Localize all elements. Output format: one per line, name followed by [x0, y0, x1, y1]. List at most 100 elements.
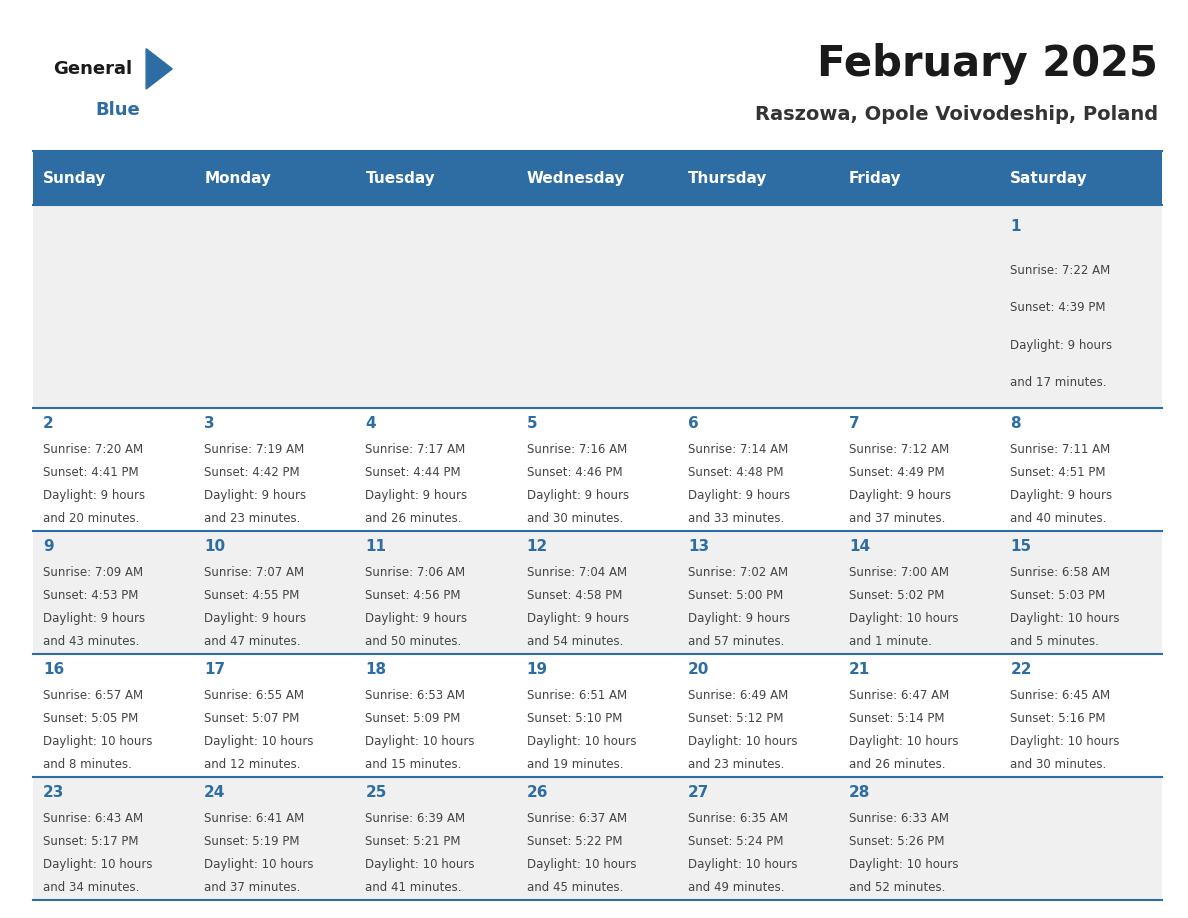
Text: Sunset: 5:05 PM: Sunset: 5:05 PM: [43, 712, 138, 725]
Text: and 8 minutes.: and 8 minutes.: [43, 757, 132, 770]
Text: and 34 minutes.: and 34 minutes.: [43, 880, 139, 893]
Text: Daylight: 10 hours: Daylight: 10 hours: [366, 857, 475, 871]
Text: Sunset: 5:21 PM: Sunset: 5:21 PM: [366, 835, 461, 848]
Text: Daylight: 9 hours: Daylight: 9 hours: [204, 488, 307, 502]
Bar: [33, 205, 1162, 408]
Text: Daylight: 10 hours: Daylight: 10 hours: [688, 734, 797, 748]
Text: Sunrise: 7:14 AM: Sunrise: 7:14 AM: [688, 443, 788, 456]
Text: Sunrise: 7:11 AM: Sunrise: 7:11 AM: [1010, 443, 1111, 456]
Text: Sunrise: 7:04 AM: Sunrise: 7:04 AM: [526, 566, 627, 579]
Text: 7: 7: [849, 416, 860, 431]
Text: 13: 13: [688, 539, 709, 554]
Text: 12: 12: [526, 539, 548, 554]
Text: Sunday: Sunday: [43, 171, 106, 185]
Text: Sunset: 5:12 PM: Sunset: 5:12 PM: [688, 712, 783, 725]
Text: and 23 minutes.: and 23 minutes.: [204, 511, 301, 524]
Text: Daylight: 10 hours: Daylight: 10 hours: [849, 857, 959, 871]
Bar: [33, 777, 1162, 900]
Text: and 20 minutes.: and 20 minutes.: [43, 511, 139, 524]
Text: Sunrise: 7:17 AM: Sunrise: 7:17 AM: [366, 443, 466, 456]
Text: 24: 24: [204, 785, 226, 800]
Text: Daylight: 10 hours: Daylight: 10 hours: [366, 734, 475, 748]
Text: Daylight: 9 hours: Daylight: 9 hours: [1010, 488, 1112, 502]
Text: Monday: Monday: [204, 171, 271, 185]
Text: 18: 18: [366, 662, 386, 677]
Text: and 12 minutes.: and 12 minutes.: [204, 757, 301, 770]
Text: and 43 minutes.: and 43 minutes.: [43, 634, 139, 647]
Text: Sunrise: 6:35 AM: Sunrise: 6:35 AM: [688, 812, 788, 825]
Text: 19: 19: [526, 662, 548, 677]
Text: Sunset: 5:17 PM: Sunset: 5:17 PM: [43, 835, 139, 848]
Text: Daylight: 10 hours: Daylight: 10 hours: [43, 857, 152, 871]
Text: 14: 14: [849, 539, 870, 554]
Text: and 30 minutes.: and 30 minutes.: [526, 511, 623, 524]
Text: and 1 minute.: and 1 minute.: [849, 634, 931, 647]
Text: Raszowa, Opole Voivodeship, Poland: Raszowa, Opole Voivodeship, Poland: [756, 106, 1158, 124]
Bar: [195, 151, 355, 205]
Text: Blue: Blue: [95, 101, 140, 119]
Text: and 26 minutes.: and 26 minutes.: [366, 511, 462, 524]
Text: Daylight: 10 hours: Daylight: 10 hours: [1010, 734, 1120, 748]
Text: Tuesday: Tuesday: [366, 171, 435, 185]
Text: and 37 minutes.: and 37 minutes.: [204, 880, 301, 893]
Text: Sunrise: 7:20 AM: Sunrise: 7:20 AM: [43, 443, 143, 456]
Bar: [1000, 151, 1162, 205]
Text: Sunset: 5:00 PM: Sunset: 5:00 PM: [688, 589, 783, 602]
Text: Sunrise: 6:55 AM: Sunrise: 6:55 AM: [204, 689, 304, 702]
Text: and 15 minutes.: and 15 minutes.: [366, 757, 462, 770]
Text: Sunset: 4:46 PM: Sunset: 4:46 PM: [526, 466, 623, 479]
Text: Sunset: 5:16 PM: Sunset: 5:16 PM: [1010, 712, 1106, 725]
Text: Sunrise: 6:51 AM: Sunrise: 6:51 AM: [526, 689, 627, 702]
Text: February 2025: February 2025: [817, 43, 1158, 85]
Text: Sunrise: 7:22 AM: Sunrise: 7:22 AM: [1010, 263, 1111, 276]
Text: Thursday: Thursday: [688, 171, 767, 185]
Text: Daylight: 9 hours: Daylight: 9 hours: [43, 488, 145, 502]
Polygon shape: [146, 49, 172, 89]
Text: 4: 4: [366, 416, 377, 431]
Text: and 5 minutes.: and 5 minutes.: [1010, 634, 1099, 647]
Text: Daylight: 10 hours: Daylight: 10 hours: [526, 857, 636, 871]
Text: 5: 5: [526, 416, 537, 431]
Text: Sunrise: 7:00 AM: Sunrise: 7:00 AM: [849, 566, 949, 579]
Text: and 26 minutes.: and 26 minutes.: [849, 757, 946, 770]
Text: and 52 minutes.: and 52 minutes.: [849, 880, 946, 893]
Text: Sunrise: 6:41 AM: Sunrise: 6:41 AM: [204, 812, 304, 825]
Text: Sunrise: 7:06 AM: Sunrise: 7:06 AM: [366, 566, 466, 579]
Text: and 19 minutes.: and 19 minutes.: [526, 757, 624, 770]
Text: Daylight: 10 hours: Daylight: 10 hours: [526, 734, 636, 748]
Text: Daylight: 9 hours: Daylight: 9 hours: [204, 611, 307, 625]
Text: 26: 26: [526, 785, 548, 800]
Text: Sunrise: 7:19 AM: Sunrise: 7:19 AM: [204, 443, 304, 456]
Text: 3: 3: [204, 416, 215, 431]
Text: Sunrise: 6:45 AM: Sunrise: 6:45 AM: [1010, 689, 1111, 702]
Text: Sunset: 5:10 PM: Sunset: 5:10 PM: [526, 712, 623, 725]
Text: 25: 25: [366, 785, 387, 800]
Bar: [33, 408, 1162, 531]
Text: 6: 6: [688, 416, 699, 431]
Text: Sunrise: 6:53 AM: Sunrise: 6:53 AM: [366, 689, 466, 702]
Text: Sunset: 4:44 PM: Sunset: 4:44 PM: [366, 466, 461, 479]
Text: Daylight: 9 hours: Daylight: 9 hours: [366, 611, 468, 625]
Text: and 23 minutes.: and 23 minutes.: [688, 757, 784, 770]
Text: Sunrise: 6:57 AM: Sunrise: 6:57 AM: [43, 689, 143, 702]
Text: Sunrise: 7:07 AM: Sunrise: 7:07 AM: [204, 566, 304, 579]
Text: Daylight: 9 hours: Daylight: 9 hours: [43, 611, 145, 625]
Text: Friday: Friday: [849, 171, 902, 185]
Text: Sunset: 4:53 PM: Sunset: 4:53 PM: [43, 589, 138, 602]
Text: Sunset: 5:26 PM: Sunset: 5:26 PM: [849, 835, 944, 848]
Text: and 54 minutes.: and 54 minutes.: [526, 634, 623, 647]
Text: Sunset: 4:51 PM: Sunset: 4:51 PM: [1010, 466, 1106, 479]
Text: 1: 1: [1010, 218, 1020, 234]
Bar: [678, 151, 840, 205]
Text: Sunrise: 7:12 AM: Sunrise: 7:12 AM: [849, 443, 949, 456]
Text: and 50 minutes.: and 50 minutes.: [366, 634, 462, 647]
Text: Daylight: 10 hours: Daylight: 10 hours: [204, 857, 314, 871]
Text: Saturday: Saturday: [1010, 171, 1088, 185]
Text: Daylight: 10 hours: Daylight: 10 hours: [688, 857, 797, 871]
Text: 16: 16: [43, 662, 64, 677]
Text: Sunset: 4:48 PM: Sunset: 4:48 PM: [688, 466, 783, 479]
Text: 27: 27: [688, 785, 709, 800]
Text: and 30 minutes.: and 30 minutes.: [1010, 757, 1106, 770]
Text: Sunset: 5:02 PM: Sunset: 5:02 PM: [849, 589, 944, 602]
Text: Daylight: 9 hours: Daylight: 9 hours: [366, 488, 468, 502]
